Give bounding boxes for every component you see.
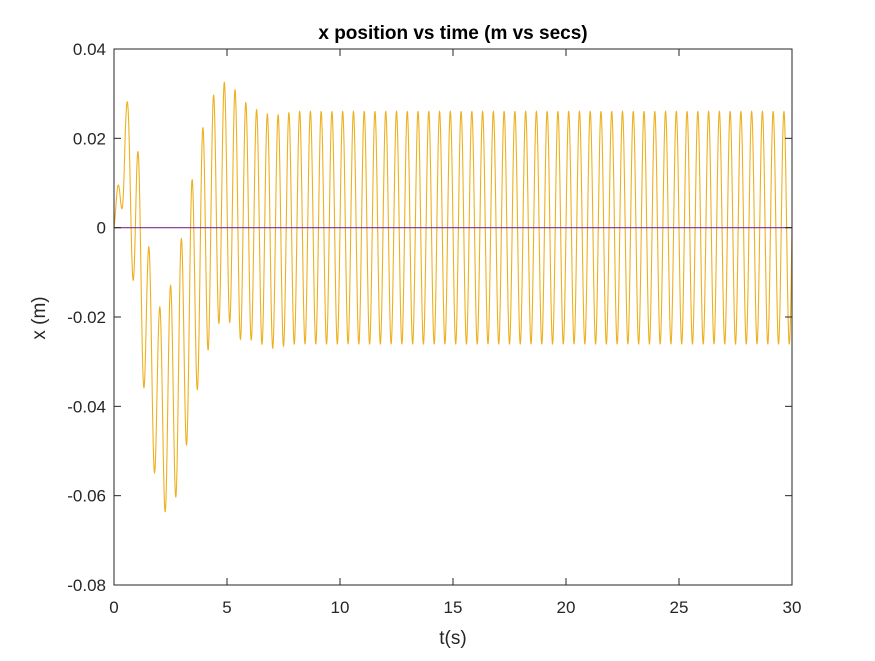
series-layer [113, 81, 793, 513]
y-tick-label: -0.02 [67, 308, 106, 327]
y-axis-label: x (m) [29, 296, 50, 339]
ticks-layer: 0 5 10 15 20 25 30 -0.08 -0.06 -0.04 -0.02 0 0.02 0.0… [67, 40, 801, 617]
y-tick-label: 0.04 [73, 40, 106, 59]
x-tick-label: 5 [222, 598, 231, 617]
y-tick-label: -0.04 [67, 397, 106, 416]
chart-title: x position vs time (m vs secs) [318, 23, 587, 44]
x-tick-label: 15 [444, 598, 463, 617]
plot-area [114, 49, 792, 585]
y-tick-label: 0.02 [73, 129, 106, 148]
y-tick-label: -0.06 [67, 487, 106, 506]
x-tick-label: 10 [331, 598, 350, 617]
y-tick-label: 0 [97, 219, 106, 238]
x-tick-label: 0 [109, 598, 118, 617]
x-tick-label: 30 [783, 598, 802, 617]
x-tick-label: 25 [670, 598, 689, 617]
x-tick-label: 20 [557, 598, 576, 617]
y-tick-label: -0.08 [67, 576, 106, 595]
x-axis-label: t(s) [439, 628, 466, 649]
